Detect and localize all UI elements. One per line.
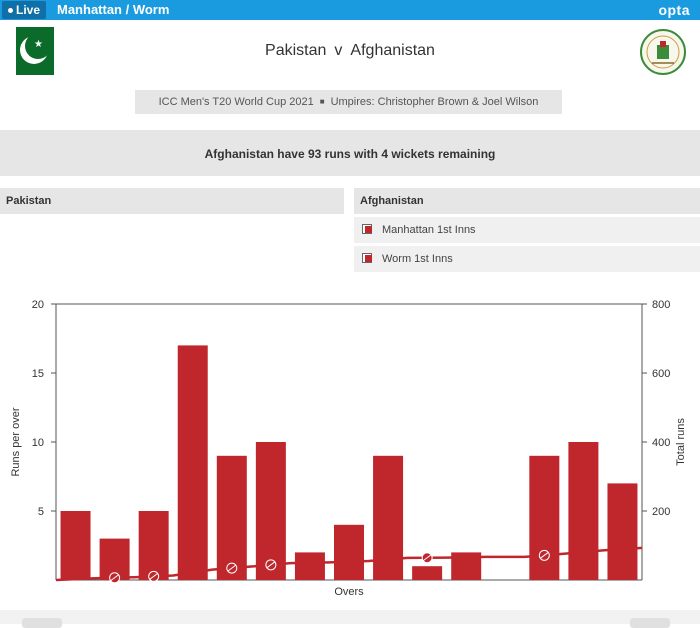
y2-axis-label: Total runs <box>675 418 687 466</box>
team-header-afghanistan[interactable]: Afghanistan <box>354 188 700 214</box>
legend-label-manhattan: Manhattan 1st Inns <box>382 224 476 236</box>
pakistan-flag-icon: ★ <box>4 27 54 75</box>
view-title: Manhattan / Worm <box>57 2 170 17</box>
wicket-marker-slash <box>110 574 119 582</box>
y2-tick-label: 600 <box>652 368 670 380</box>
y-tick-label: 5 <box>38 506 44 518</box>
wicket-marker-slash <box>540 551 549 559</box>
y-tick-label: 15 <box>32 368 44 380</box>
top-bar: Live Manhattan / Worm opta <box>0 0 700 20</box>
y-axis-label: Runs per over <box>10 407 22 476</box>
live-dot-icon <box>8 8 13 13</box>
manhattan-bar <box>138 511 169 580</box>
x-axis-label: Overs <box>334 586 364 598</box>
checkbox-icon[interactable] <box>362 224 372 234</box>
opta-logo[interactable]: opta <box>658 2 690 18</box>
manhattan-bar <box>568 442 599 580</box>
y-tick-label: 20 <box>32 299 44 311</box>
manhattan-bar <box>607 483 638 580</box>
live-badge[interactable]: Live <box>2 1 46 19</box>
prev-over-control[interactable] <box>22 618 62 628</box>
wicket-marker-slash <box>266 561 276 569</box>
live-label: Live <box>16 3 41 17</box>
manhattan-worm-chart: 5 10 15 20 200 400 600 800 Runs per over Total ru… <box>0 290 700 600</box>
versus-label: v <box>334 42 343 59</box>
umpires-label: Umpires: Christopher Brown & Joel Wilson <box>330 96 539 108</box>
separator-dot-icon: ■ <box>319 97 325 106</box>
checkbox-icon[interactable] <box>362 253 372 263</box>
team-header-pakistan[interactable]: Pakistan <box>0 188 344 214</box>
match-title: Pakistan v Afghanistan <box>0 42 700 60</box>
manhattan-bar <box>60 511 91 580</box>
wicket-marker-slash <box>149 572 158 580</box>
afghanistan-cricket-crest-icon <box>640 29 686 75</box>
manhattan-bar <box>294 552 325 580</box>
next-over-control[interactable] <box>630 618 670 628</box>
wicket-marker-slash <box>227 564 237 572</box>
competition-label: ICC Men's T20 World Cup 2021 <box>158 96 314 108</box>
chart-svg: 5 10 15 20 200 400 600 800 Runs per over Total ru… <box>10 299 687 598</box>
wicket-marker-slash <box>422 554 432 562</box>
match-status: Afghanistan have 93 runs with 4 wickets … <box>0 130 700 176</box>
legend-label-worm: Worm 1st Inns <box>382 253 453 265</box>
manhattan-bar <box>334 524 364 580</box>
y2-tick-label: 800 <box>652 299 670 311</box>
bottom-nav-strip <box>0 610 700 628</box>
manhattan-bar <box>216 455 247 580</box>
team-a-name: Pakistan <box>265 42 327 59</box>
y2-tick-label: 400 <box>652 437 670 449</box>
y-tick-label: 10 <box>32 437 44 449</box>
manhattan-bar <box>412 566 443 580</box>
legend-item-worm[interactable]: Worm 1st Inns <box>354 246 700 272</box>
match-info: ICC Men's T20 World Cup 2021 ■ Umpires: Ch… <box>135 90 562 114</box>
y2-tick-label: 200 <box>652 506 670 518</box>
legend-item-manhattan[interactable]: Manhattan 1st Inns <box>354 217 700 243</box>
manhattan-bar <box>255 442 286 580</box>
manhattan-bar <box>529 455 560 580</box>
team-b-name: Afghanistan <box>350 42 435 59</box>
manhattan-bar <box>177 345 208 580</box>
